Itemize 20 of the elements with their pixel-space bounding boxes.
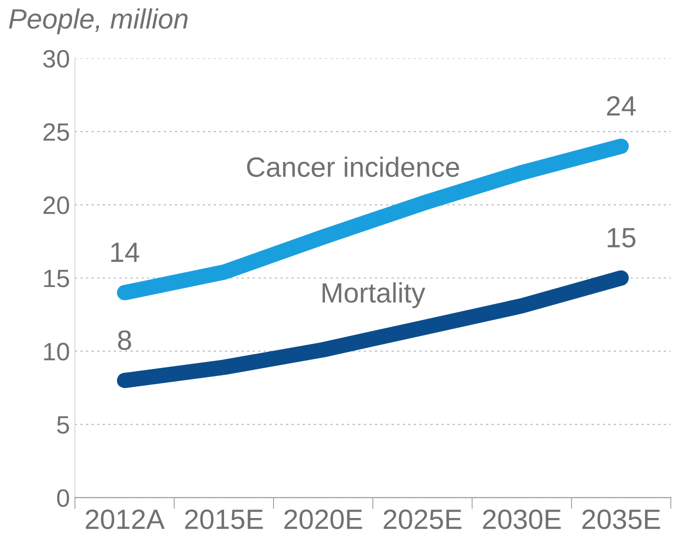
x-tick-label: 2020E <box>284 509 362 530</box>
y-tick-label: 5 <box>57 416 69 434</box>
y-tick-label: 25 <box>44 123 70 141</box>
x-tick-label: 2030E <box>483 509 561 530</box>
data-label: 15 <box>608 228 636 248</box>
data-label: 14 <box>111 242 140 262</box>
series-label: Mortality <box>322 282 426 308</box>
y-tick-label: 20 <box>44 196 70 214</box>
x-tick-label: 2015E <box>185 509 263 530</box>
y-tick-label: 10 <box>44 342 70 361</box>
y-tick-label: 30 <box>43 50 70 68</box>
data-label: 8 <box>118 330 132 350</box>
x-tick-label: 2035E <box>582 509 660 530</box>
data-label: 24 <box>607 96 636 116</box>
series-label: Cancer incidence <box>247 156 460 177</box>
x-tick-label: 2012A <box>86 509 165 530</box>
y-tick-label: 0 <box>57 489 70 507</box>
y-tick-label: 15 <box>44 270 70 288</box>
x-tick-label: 2025E <box>384 509 462 530</box>
y-axis-title: People, million <box>9 8 188 34</box>
